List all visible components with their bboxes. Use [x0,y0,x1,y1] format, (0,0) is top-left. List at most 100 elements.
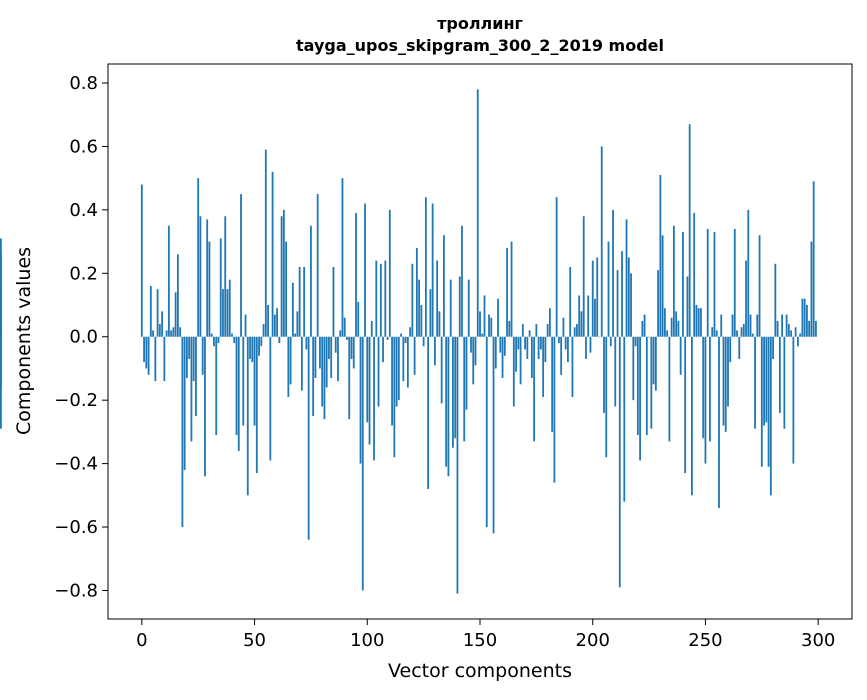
bar [492,336,495,534]
bar [201,336,204,375]
bar [258,336,260,356]
bar [156,289,159,337]
x-tick-label: 100 [350,630,384,651]
bar [539,336,542,350]
bar [210,333,213,337]
bar [688,124,691,337]
bar [715,330,718,337]
bar [476,89,479,337]
bar [237,336,240,451]
bar [289,336,292,385]
bar [801,298,804,337]
bar [233,336,236,344]
bar [152,330,154,337]
bar [663,308,666,337]
bar [206,219,209,337]
bar [418,279,421,337]
bar [548,308,551,337]
x-axis-label: Vector components [388,660,572,682]
y-tick-label: 0.6 [69,136,98,157]
bar [424,197,427,337]
bar [607,241,610,337]
y-axis-label: Components values [13,247,35,435]
bar [291,282,294,337]
bar [375,260,378,337]
bar [479,311,481,337]
bar [702,336,705,439]
bar [546,324,549,337]
bar [298,266,301,337]
bar [251,336,254,363]
bar [321,336,324,407]
bar [307,336,310,540]
bar [454,336,457,439]
bar [585,336,587,359]
bar [240,194,242,337]
bar [312,336,315,417]
bar [174,292,177,337]
bar [508,320,511,337]
bar [434,336,436,366]
bar [645,336,648,436]
bar [147,336,150,375]
bar [0,282,2,337]
bar [314,336,317,378]
bar [361,336,364,591]
bar [262,324,265,337]
bar [377,336,380,407]
bar [154,336,157,382]
bar [310,225,312,337]
bar [158,324,161,337]
bar [760,336,763,467]
bar [560,336,563,375]
bar [438,311,441,337]
y-tick-label: 0.8 [69,73,98,94]
y-tick-label: −0.8 [54,580,98,601]
y-tick-label: −0.6 [54,517,98,538]
bar [810,241,813,337]
bar [700,308,702,337]
bar [767,336,770,467]
bar [402,336,405,382]
bar [589,336,592,353]
bar [278,336,281,344]
bar [273,314,276,337]
bar [364,203,366,337]
y-tick-label: −0.2 [54,390,98,411]
bar [510,241,513,337]
bar [776,320,779,337]
bar [729,336,732,363]
bar [578,295,581,337]
bar [654,336,657,391]
bar [219,238,222,337]
bar [172,327,175,337]
bar [296,311,299,337]
bar [463,336,466,442]
bar [727,336,729,407]
bar [580,311,583,337]
bar [591,260,594,337]
bar [630,273,632,337]
bar [346,336,348,340]
bar [758,235,761,337]
bar [576,324,578,337]
bar [709,336,711,442]
bar [470,336,472,353]
bar [623,336,626,502]
bar [300,336,303,391]
bar [350,336,353,359]
bar [517,336,520,350]
bar [276,308,278,337]
bar [228,279,231,337]
bar [231,333,233,337]
bar [352,336,355,369]
bar [397,336,400,401]
bar [431,203,434,337]
bar [616,270,619,337]
bar [328,336,330,359]
bar [668,336,671,442]
bar [731,314,734,337]
bar [792,336,795,464]
bar [632,336,635,401]
